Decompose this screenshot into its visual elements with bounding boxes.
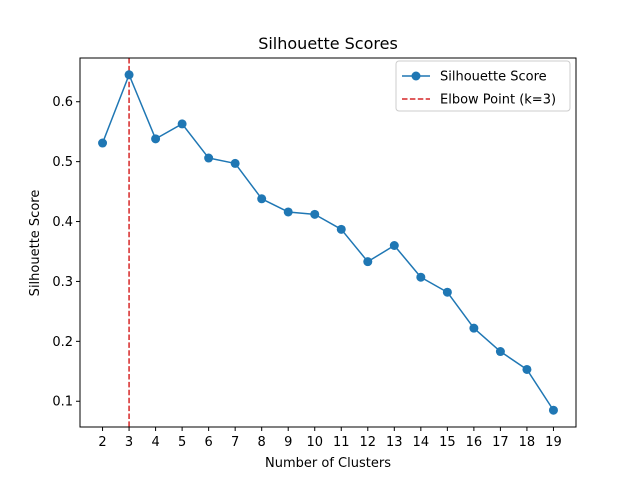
data-point-k15 bbox=[442, 287, 452, 297]
x-axis-label: Number of Clusters bbox=[265, 456, 391, 471]
x-tick-label-17: 17 bbox=[492, 435, 509, 450]
y-tick-label-1: 0.2 bbox=[52, 335, 73, 350]
x-tick-label-2: 2 bbox=[98, 435, 106, 450]
x-tick-label-15: 15 bbox=[439, 435, 456, 450]
x-tick-label-8: 8 bbox=[258, 435, 266, 450]
chart-title: Silhouette Scores bbox=[258, 34, 398, 53]
y-axis-label: Silhouette Score bbox=[28, 190, 43, 297]
x-tick-label-4: 4 bbox=[151, 435, 159, 450]
data-point-k19 bbox=[548, 405, 558, 415]
plot-area: 2 3 4 5 6 7 8 9 10 11 12 13 14 15 16 17 18 19 0.1 0.2 0.3 0.4… bbox=[52, 57, 577, 450]
data-point-k14 bbox=[416, 272, 426, 282]
y-tick-label-4: 0.5 bbox=[52, 155, 73, 170]
x-tick-label-12: 12 bbox=[360, 435, 377, 450]
data-point-k8 bbox=[257, 194, 267, 204]
legend-marker-silhouette bbox=[411, 71, 421, 81]
y-tick-label-0: 0.1 bbox=[52, 395, 73, 410]
axes-frame bbox=[79, 57, 577, 428]
data-point-k18 bbox=[522, 364, 532, 374]
legend-box bbox=[395, 60, 571, 112]
data-point-k7 bbox=[230, 158, 240, 168]
legend-label-elbow: Elbow Point (k=3) bbox=[440, 93, 556, 108]
x-tick-label-5: 5 bbox=[178, 435, 186, 450]
y-tick-label-2: 0.3 bbox=[52, 275, 73, 290]
data-point-k16 bbox=[469, 323, 479, 333]
data-point-k12 bbox=[363, 257, 373, 267]
legend: Silhouette Score Elbow Point (k=3) bbox=[395, 60, 571, 112]
x-tick-label-18: 18 bbox=[519, 435, 536, 450]
y-tick-label-5: 0.6 bbox=[52, 95, 73, 110]
x-tick-label-14: 14 bbox=[413, 435, 430, 450]
data-point-k9 bbox=[283, 207, 293, 217]
y-tick-label-3: 0.4 bbox=[52, 215, 73, 230]
x-tick-label-3: 3 bbox=[125, 435, 133, 450]
x-tick-label-16: 16 bbox=[466, 435, 483, 450]
data-point-k6 bbox=[204, 153, 214, 163]
data-point-k5 bbox=[177, 119, 187, 129]
x-tick-label-9: 9 bbox=[284, 435, 292, 450]
data-point-k2 bbox=[98, 138, 108, 148]
data-point-k4 bbox=[151, 134, 161, 144]
x-tick-label-10: 10 bbox=[306, 435, 323, 450]
x-tick-label-19: 19 bbox=[545, 435, 562, 450]
data-point-k13 bbox=[389, 240, 399, 250]
data-point-k17 bbox=[495, 347, 505, 357]
x-tick-label-6: 6 bbox=[205, 435, 213, 450]
data-point-k3 bbox=[124, 70, 134, 80]
x-tick-label-7: 7 bbox=[231, 435, 239, 450]
x-tick-label-11: 11 bbox=[333, 435, 350, 450]
series-line-silhouette bbox=[101, 74, 555, 411]
data-point-k10 bbox=[310, 209, 320, 219]
x-tick-label-13: 13 bbox=[386, 435, 403, 450]
data-point-k11 bbox=[336, 224, 346, 234]
legend-label-silhouette: Silhouette Score bbox=[440, 70, 547, 85]
